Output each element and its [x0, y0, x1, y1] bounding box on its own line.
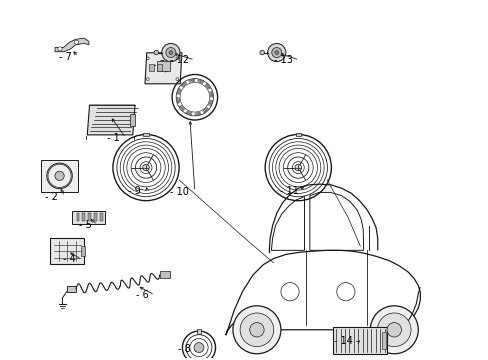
- Circle shape: [169, 51, 172, 54]
- Circle shape: [162, 44, 180, 62]
- Text: - 2: - 2: [45, 192, 58, 202]
- Circle shape: [267, 44, 285, 62]
- Bar: [71, 211, 104, 224]
- Bar: [94, 213, 97, 221]
- Bar: [81, 246, 85, 256]
- Bar: [66, 286, 76, 292]
- Circle shape: [232, 306, 280, 354]
- Circle shape: [377, 313, 410, 347]
- Bar: [76, 213, 79, 221]
- Circle shape: [260, 50, 264, 55]
- Circle shape: [55, 171, 64, 180]
- Text: - 7: - 7: [59, 52, 71, 62]
- Text: - 9: - 9: [128, 186, 141, 196]
- Text: - 5: - 5: [79, 220, 91, 230]
- Bar: [157, 64, 162, 71]
- Text: - 14: - 14: [333, 336, 352, 346]
- Text: - 1: - 1: [106, 133, 119, 143]
- Bar: [41, 159, 78, 192]
- Circle shape: [58, 47, 62, 51]
- Circle shape: [271, 48, 281, 58]
- Circle shape: [274, 51, 278, 54]
- Text: - 3: - 3: [153, 60, 165, 70]
- Bar: [50, 238, 84, 264]
- Bar: [143, 132, 148, 136]
- Bar: [381, 333, 386, 348]
- Bar: [88, 213, 91, 221]
- Polygon shape: [145, 53, 182, 84]
- Bar: [100, 213, 103, 221]
- Circle shape: [154, 50, 158, 55]
- Text: - 8: - 8: [178, 344, 190, 354]
- Circle shape: [386, 323, 401, 337]
- Circle shape: [165, 48, 176, 58]
- Circle shape: [249, 323, 264, 337]
- Polygon shape: [55, 38, 89, 52]
- Bar: [333, 327, 386, 354]
- Text: - 11: - 11: [280, 186, 299, 196]
- Bar: [160, 271, 170, 278]
- Bar: [295, 132, 300, 136]
- Text: - 6: - 6: [136, 290, 148, 300]
- Bar: [149, 64, 154, 71]
- Text: - 10: - 10: [169, 186, 188, 197]
- Circle shape: [74, 40, 79, 44]
- Text: - 4: - 4: [63, 255, 76, 265]
- Circle shape: [369, 306, 417, 354]
- Bar: [130, 114, 134, 126]
- Polygon shape: [87, 105, 135, 135]
- Text: - 13: - 13: [274, 55, 293, 65]
- Text: - 12: - 12: [169, 55, 188, 65]
- Bar: [196, 329, 201, 333]
- Bar: [82, 213, 85, 221]
- Circle shape: [294, 164, 301, 171]
- Circle shape: [240, 313, 273, 347]
- Bar: [157, 62, 169, 71]
- Circle shape: [142, 164, 149, 171]
- Circle shape: [194, 343, 203, 352]
